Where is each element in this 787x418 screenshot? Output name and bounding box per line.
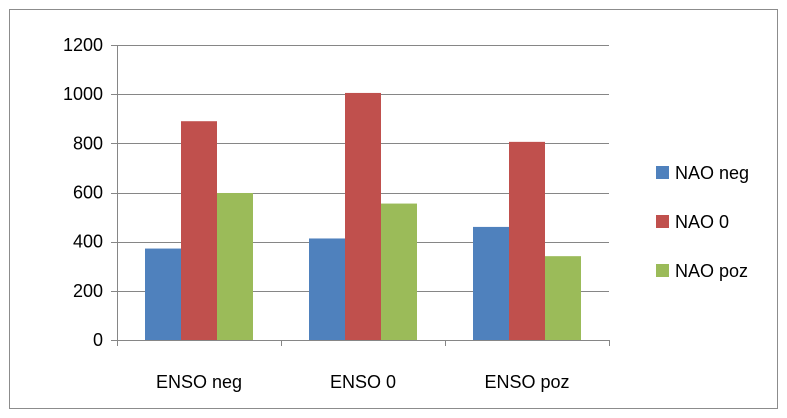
bar-nao-neg-enso-poz bbox=[473, 226, 509, 340]
bar-nao-0-enso-poz bbox=[509, 141, 545, 340]
legend: NAO neg NAO 0 NAO poz bbox=[656, 163, 749, 281]
y-tick-labels: 0 200 400 600 800 1000 1200 bbox=[63, 35, 103, 350]
legend-label: NAO neg bbox=[675, 163, 749, 183]
y-tick-label: 1000 bbox=[63, 84, 103, 104]
bar-nao-poz-enso-0 bbox=[381, 203, 417, 340]
bars bbox=[145, 92, 581, 340]
y-tick-label: 600 bbox=[73, 183, 103, 203]
legend-label: NAO 0 bbox=[675, 212, 729, 232]
legend-swatch-nao-0 bbox=[656, 215, 669, 228]
y-tick-label: 800 bbox=[73, 133, 103, 153]
bar-nao-neg-enso-0 bbox=[309, 238, 345, 340]
bar-nao-poz-enso-poz bbox=[545, 256, 581, 340]
y-tick-label: 400 bbox=[73, 232, 103, 252]
legend-swatch-nao-poz bbox=[656, 264, 669, 277]
axes bbox=[111, 45, 610, 346]
bar-nao-poz-enso-neg bbox=[217, 192, 253, 340]
bar-nao-neg-enso-neg bbox=[145, 248, 181, 340]
x-category-labels: ENSO neg ENSO 0 ENSO poz bbox=[156, 372, 570, 392]
legend-label: NAO poz bbox=[675, 261, 748, 281]
x-category-label: ENSO neg bbox=[156, 372, 242, 392]
y-tick-label: 200 bbox=[73, 281, 103, 301]
bar-nao-0-enso-0 bbox=[345, 92, 381, 340]
bar-nao-0-enso-neg bbox=[181, 121, 217, 340]
x-category-label: ENSO poz bbox=[484, 372, 569, 392]
y-tick-label: 1200 bbox=[63, 35, 103, 55]
legend-swatch-nao-neg bbox=[656, 166, 669, 179]
x-category-label: ENSO 0 bbox=[330, 372, 396, 392]
y-tick-label: 0 bbox=[93, 330, 103, 350]
